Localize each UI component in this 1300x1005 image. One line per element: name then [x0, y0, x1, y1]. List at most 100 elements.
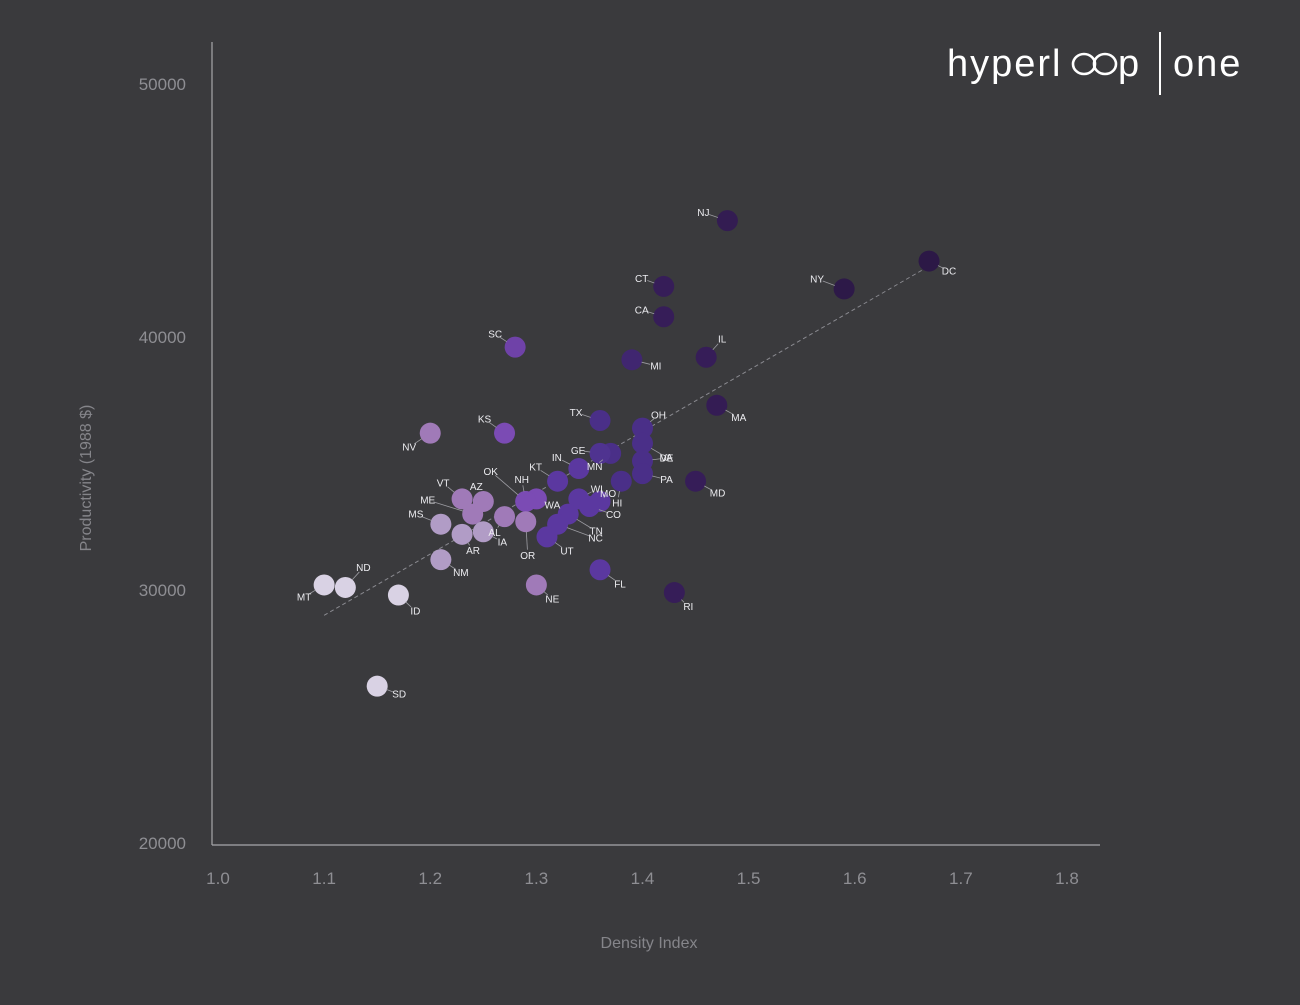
data-point-label: SC	[488, 330, 502, 341]
data-point-label: DC	[942, 267, 956, 278]
data-point-label: MT	[297, 592, 311, 603]
data-point-label: OK	[484, 467, 499, 478]
data-point-label: NH	[515, 475, 529, 486]
x-tick-label: 1.7	[949, 869, 973, 888]
data-point-label: UT	[560, 546, 573, 557]
hyperloop-one-logo: hyperl p one	[947, 32, 1242, 95]
data-point-il	[696, 347, 717, 368]
data-point-label: WA	[545, 500, 561, 511]
data-point-or	[515, 511, 536, 532]
logo-text-mid: p	[1118, 43, 1141, 85]
data-point-nm	[430, 549, 451, 570]
data-point-label: IN	[552, 453, 562, 464]
data-point-co	[579, 496, 600, 517]
x-tick-label: 1.5	[737, 869, 761, 888]
data-point-label: NM	[453, 568, 469, 579]
data-point-ms	[430, 514, 451, 535]
label-leader-line	[567, 528, 590, 536]
data-point-label: AR	[466, 546, 480, 557]
data-point-label: MN	[587, 462, 603, 473]
data-point-label: CT	[635, 274, 648, 285]
label-leader-line	[823, 281, 835, 285]
data-point-ny	[834, 278, 855, 299]
x-tick-label: 1.6	[843, 869, 867, 888]
label-leader-line	[642, 362, 650, 364]
data-point-label: CA	[635, 305, 649, 316]
data-point-fl	[590, 559, 611, 580]
data-point-ne	[526, 574, 547, 595]
data-point-tx	[590, 410, 611, 431]
loop-infinity-icon	[1073, 54, 1116, 74]
data-point-label: NC	[588, 534, 602, 545]
data-point-sd	[367, 676, 388, 697]
label-leader-line	[526, 532, 527, 550]
y-axis-title: Productivity (1988 $)	[78, 405, 95, 552]
data-point-label: SD	[392, 690, 406, 701]
data-point-me	[462, 504, 483, 525]
x-tick-label: 1.8	[1055, 869, 1079, 888]
trend-line	[324, 266, 929, 615]
data-point-label: KT	[529, 463, 542, 474]
x-axis-title: Density Index	[601, 935, 698, 952]
data-point-label: PA	[660, 475, 673, 486]
data-point-nj	[717, 210, 738, 231]
data-point-kt	[547, 471, 568, 492]
data-point-label: HI	[612, 499, 622, 510]
data-point-label: OH	[651, 411, 666, 422]
x-tick-label: 1.1	[312, 869, 336, 888]
data-point-ma	[706, 395, 727, 416]
data-point-label: IA	[498, 537, 508, 548]
label-leader-line	[647, 280, 654, 283]
data-point-label: RI	[683, 602, 693, 613]
data-point-nv	[420, 423, 441, 444]
data-point-ut	[536, 526, 557, 547]
x-tick-label: 1.2	[418, 869, 442, 888]
label-leader-line	[562, 460, 570, 464]
label-leader-line	[582, 414, 591, 417]
data-point-label: NJ	[697, 208, 709, 219]
data-point-ok	[515, 491, 536, 512]
data-point-label: MD	[710, 489, 726, 500]
y-tick-label: 50000	[139, 75, 186, 94]
logo-text-right: one	[1173, 43, 1242, 85]
data-point-mt	[314, 574, 335, 595]
data-point-label: MI	[650, 361, 661, 372]
data-point-label: CO	[606, 510, 621, 521]
x-tick-label: 1.3	[525, 869, 549, 888]
data-point-label: ND	[356, 563, 370, 574]
x-tick-label: 1.4	[631, 869, 655, 888]
data-point-ks	[494, 423, 515, 444]
logo-text-left: hyperl	[947, 43, 1063, 85]
data-point-label: OR	[520, 551, 535, 562]
data-point-dc	[919, 251, 940, 272]
data-point-pa	[632, 463, 653, 484]
data-point-label: DE	[660, 453, 674, 464]
data-point-label: TX	[570, 408, 583, 419]
y-tick-label: 20000	[139, 834, 186, 853]
data-point-label: MA	[731, 413, 746, 424]
data-point-label: WI	[591, 484, 603, 495]
data-point-label: FL	[614, 579, 626, 590]
data-point-label: NY	[810, 274, 824, 285]
data-point-label: VT	[437, 478, 450, 489]
data-point-md	[685, 471, 706, 492]
data-point-al	[494, 506, 515, 527]
data-point-label: MS	[408, 510, 423, 521]
data-point-label: ID	[410, 607, 420, 618]
data-point-ge	[590, 443, 611, 464]
data-point-label: NV	[402, 443, 416, 454]
label-leader-line	[709, 215, 718, 218]
data-point-nd	[335, 577, 356, 598]
data-point-label: KS	[478, 415, 492, 426]
data-point-label: NE	[545, 594, 559, 605]
data-point-label: ME	[420, 496, 435, 507]
data-point-label: GE	[571, 446, 586, 457]
data-point-label: AZ	[470, 482, 483, 493]
y-tick-label: 30000	[139, 581, 186, 600]
label-leader-line	[523, 485, 524, 491]
data-point-ca	[653, 306, 674, 327]
data-point-ar	[452, 524, 473, 545]
